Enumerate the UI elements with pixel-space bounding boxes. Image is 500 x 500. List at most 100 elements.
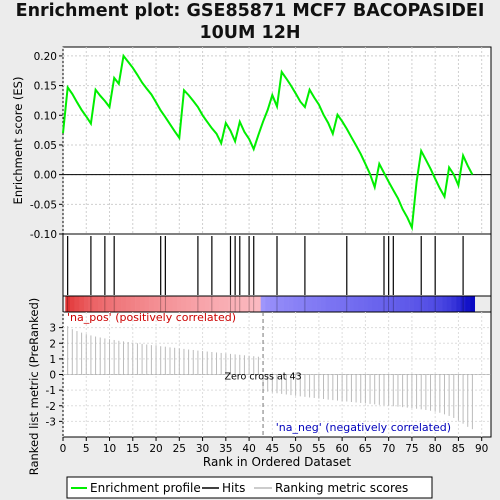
color-cell	[237, 296, 243, 312]
x-tick-label: 25	[173, 443, 186, 455]
color-cell	[386, 296, 392, 312]
legend-metric-label: Ranking metric scores	[275, 481, 408, 495]
x-tick-label: 15	[126, 443, 139, 455]
color-cell	[358, 296, 364, 312]
pos-corr-label: 'na_pos' (positively correlated)	[67, 311, 236, 324]
x-tick-label: 20	[149, 443, 162, 455]
x-axis-label: Rank in Ordered Dataset	[203, 455, 351, 469]
metric-tick-label: -1	[46, 385, 56, 397]
color-cell	[423, 296, 429, 312]
color-cell	[414, 296, 420, 312]
x-tick-label: 35	[219, 443, 232, 455]
x-tick-label: 60	[335, 443, 348, 455]
color-cell	[302, 296, 308, 312]
zero-cross-label: Zero cross at 43	[224, 372, 301, 383]
es-tick-label: -0.05	[30, 199, 57, 211]
color-cell	[395, 296, 401, 312]
color-cell	[442, 296, 448, 312]
color-cell	[242, 296, 248, 312]
color-cell	[139, 296, 145, 312]
color-cell	[339, 296, 345, 312]
es-panel: -0.10 -0.05 0.00 0.05 0.10 0.15 0.20 Enrichment…	[11, 46, 492, 241]
x-tick-label: 0	[60, 443, 67, 455]
metric-y-axis-label: Ranked list metric (PreRanked)	[27, 298, 41, 476]
color-cell	[181, 296, 187, 312]
color-cell	[418, 296, 424, 312]
color-cell	[214, 296, 220, 312]
es-tick-label: 0.10	[34, 110, 57, 122]
legend-box	[66, 476, 433, 499]
es-tick-label: 0.15	[34, 81, 57, 93]
color-cell	[176, 296, 182, 312]
es-tick-label: 0.20	[34, 51, 57, 63]
x-tick-label: 70	[382, 443, 395, 455]
color-cell	[256, 296, 262, 312]
metric-tick-label: 2	[49, 338, 56, 350]
color-cell	[446, 296, 452, 312]
es-tick-label: -0.10	[30, 229, 57, 241]
color-cell	[144, 296, 150, 312]
color-cell	[74, 296, 80, 312]
color-cell	[456, 296, 462, 312]
color-cell	[363, 296, 369, 312]
color-cell	[270, 296, 275, 312]
title-line-2: 10UM 12H	[199, 23, 301, 43]
color-cell	[409, 296, 415, 312]
color-cell	[325, 296, 331, 312]
metric-tick-label: 0	[49, 370, 56, 382]
color-cell	[130, 296, 136, 312]
x-tick-label: 65	[359, 443, 372, 455]
color-cell	[186, 296, 192, 312]
color-cell	[381, 296, 387, 312]
color-cell	[121, 296, 127, 312]
x-tick-label: 90	[475, 443, 488, 455]
color-cell	[153, 296, 159, 312]
x-tick-label: 45	[266, 443, 279, 455]
x-tick-label: 50	[289, 443, 302, 455]
color-cell	[311, 296, 317, 312]
color-cell	[460, 296, 466, 312]
color-cell	[400, 296, 406, 312]
color-cell	[218, 296, 224, 312]
color-cell	[223, 296, 229, 312]
color-cell	[344, 296, 350, 312]
color-cell	[149, 296, 155, 312]
color-cell	[279, 296, 285, 312]
color-cell	[79, 296, 85, 312]
color-cell	[116, 296, 122, 312]
color-cell	[432, 296, 438, 312]
hits-panel	[62, 233, 492, 297]
color-cell	[246, 296, 252, 312]
metric-tick-label: 1	[49, 354, 56, 366]
color-cell	[195, 296, 201, 312]
es-line	[62, 53, 474, 232]
neg-corr-label: 'na_neg' (negatively correlated)	[276, 421, 451, 434]
chart-title: Enrichment plot: GSE85871 MCF7 BACOPASID…	[0, 0, 500, 44]
color-cell	[209, 296, 215, 312]
es-y-axis-label: Enrichment score (ES)	[11, 77, 25, 205]
color-cell	[437, 296, 443, 312]
color-cell	[69, 296, 75, 312]
color-cell	[204, 296, 210, 312]
color-cell	[470, 296, 476, 312]
color-cell	[260, 296, 266, 312]
es-tick-label: 0.05	[34, 140, 57, 152]
color-cell	[307, 296, 313, 312]
color-cell	[163, 296, 168, 312]
color-cell	[367, 296, 373, 312]
x-tick-label: 80	[428, 443, 441, 455]
legend: Enrichment profile Hits Ranking metric sco…	[66, 476, 433, 499]
title-line-1: Enrichment plot: GSE85871 MCF7 BACOPASID…	[15, 1, 485, 21]
x-tick-label: 30	[196, 443, 209, 455]
x-tick-label: 55	[312, 443, 325, 455]
color-cell	[83, 296, 89, 312]
color-cell	[321, 296, 327, 312]
color-cell	[293, 296, 299, 312]
es-plot-area	[62, 46, 492, 235]
color-cell	[167, 296, 173, 312]
color-cell	[111, 296, 117, 312]
metric-tick-label: -3	[46, 416, 56, 428]
color-cell	[251, 296, 257, 312]
